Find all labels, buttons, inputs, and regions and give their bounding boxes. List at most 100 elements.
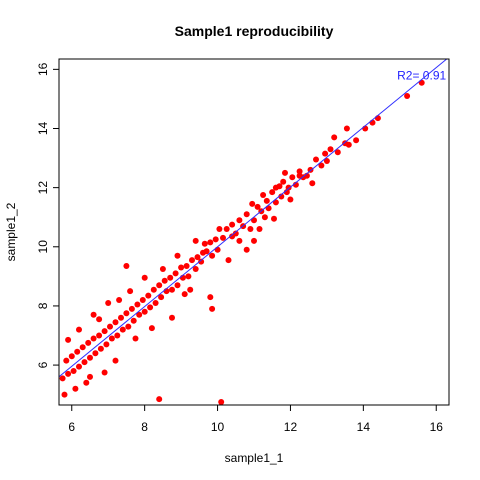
r2-annotation: R2= 0.91 — [397, 68, 446, 82]
data-point — [112, 319, 119, 326]
data-point — [198, 258, 205, 265]
data-point — [70, 368, 77, 374]
data-point — [322, 150, 329, 157]
x-axis-label: sample1_1 — [225, 451, 284, 465]
data-point — [79, 344, 86, 351]
data-point — [309, 180, 316, 187]
data-point — [313, 156, 319, 163]
data-point — [128, 305, 135, 312]
data-point — [225, 257, 232, 264]
y-tick-label: 10 — [36, 240, 50, 254]
data-point — [174, 252, 181, 259]
data-point — [236, 217, 243, 224]
data-point — [296, 172, 303, 179]
data-point — [114, 332, 121, 339]
data-point — [249, 200, 256, 207]
data-point — [296, 168, 303, 175]
data-point — [353, 137, 360, 144]
data-point — [92, 350, 99, 357]
data-point — [65, 336, 72, 343]
data-point — [404, 93, 411, 99]
data-point — [236, 237, 243, 244]
fit-line — [58, 58, 448, 378]
data-point — [107, 323, 113, 330]
data-point — [169, 286, 175, 293]
data-point — [251, 237, 257, 244]
y-tick-label: 8 — [36, 302, 50, 309]
data-point — [145, 292, 152, 299]
data-point — [61, 391, 68, 398]
data-point — [68, 353, 75, 360]
data-point — [209, 252, 216, 259]
data-point — [256, 226, 263, 232]
y-tick-label: 6 — [36, 361, 50, 368]
data-point — [141, 274, 148, 281]
data-point — [285, 184, 292, 191]
data-point — [76, 326, 82, 333]
data-point — [272, 184, 279, 191]
data-point — [148, 325, 155, 332]
data-point — [119, 326, 126, 333]
data-point — [174, 282, 181, 289]
data-point — [200, 249, 206, 256]
data-point — [207, 239, 214, 246]
data-point — [103, 341, 110, 348]
data-point — [130, 317, 137, 324]
data-point — [187, 286, 194, 293]
data-point — [85, 339, 92, 346]
data-point — [108, 335, 115, 342]
data-point — [209, 305, 216, 312]
data-point — [158, 294, 165, 301]
data-point — [87, 373, 93, 380]
data-point — [280, 178, 287, 185]
data-point — [169, 314, 175, 321]
data-point — [167, 274, 174, 281]
data-point — [74, 348, 81, 355]
data-point — [345, 141, 352, 148]
data-point — [243, 246, 250, 253]
data-point — [150, 286, 157, 293]
data-point — [90, 335, 97, 342]
data-point — [156, 396, 163, 403]
data-point — [156, 282, 163, 289]
data-point — [218, 399, 225, 405]
x-tick-label: 12 — [284, 420, 298, 434]
data-point — [159, 266, 166, 272]
data-point — [59, 375, 66, 382]
y-tick-label: 12 — [36, 181, 50, 195]
data-point — [147, 304, 154, 311]
data-point — [161, 277, 168, 284]
data-point — [223, 226, 230, 232]
data-point — [72, 385, 79, 392]
data-point — [261, 214, 268, 221]
data-point — [214, 246, 221, 253]
data-point — [283, 189, 290, 196]
data-point — [243, 211, 250, 218]
data-point — [125, 323, 132, 330]
data-point — [181, 291, 188, 298]
data-point — [263, 197, 270, 204]
data-point — [105, 300, 112, 306]
data-point — [152, 300, 159, 306]
data-point — [83, 379, 90, 386]
data-point — [327, 146, 334, 153]
data-point — [101, 328, 108, 335]
data-point — [189, 257, 195, 264]
x-tick-label: 6 — [68, 420, 75, 434]
y-tick-label: 16 — [36, 62, 50, 76]
data-point — [183, 263, 190, 269]
data-point — [343, 125, 350, 132]
data-point — [123, 310, 130, 317]
data-point — [63, 357, 70, 364]
data-point — [127, 288, 134, 295]
data-point — [254, 203, 261, 210]
data-point — [278, 193, 285, 200]
data-point — [272, 199, 279, 206]
data-point — [134, 301, 141, 308]
data-point — [271, 215, 277, 222]
data-point — [369, 119, 376, 126]
y-axis: 6 8 10 12 14 16 — [36, 62, 59, 368]
data-point — [97, 345, 104, 352]
data-point — [139, 297, 146, 303]
